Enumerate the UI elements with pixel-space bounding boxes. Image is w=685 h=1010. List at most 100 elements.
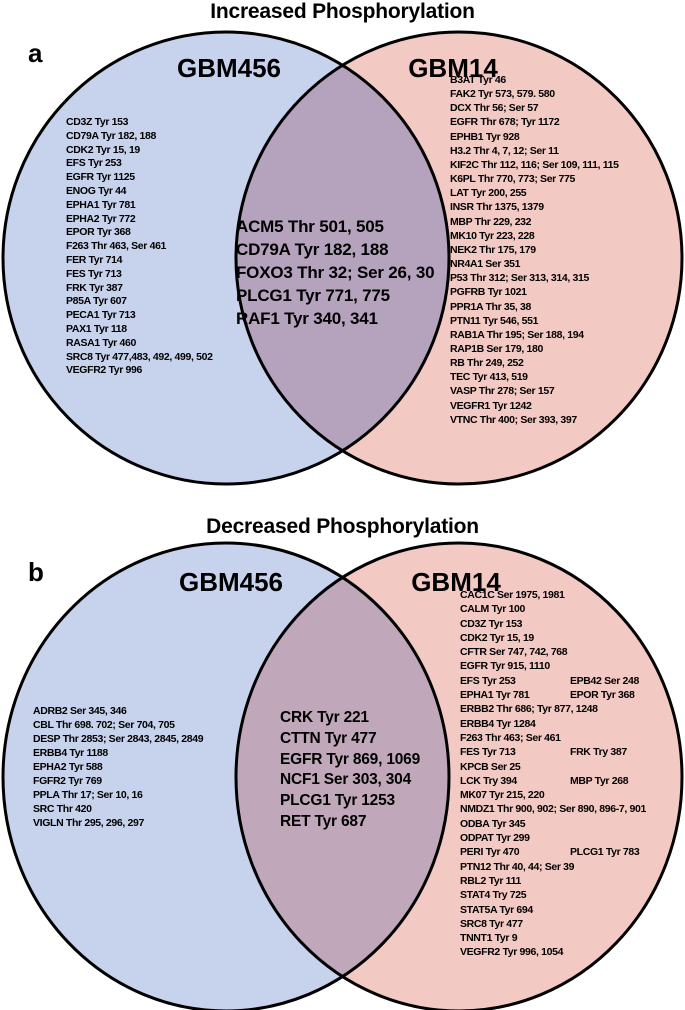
phosphosite-item: H3.2 Thr 4, 7, 12; Ser 11 bbox=[450, 144, 559, 157]
phosphosite-text: NMDZ1 Thr 900, 902; Ser 890, 896-7, 901 bbox=[460, 803, 646, 816]
phosphosite-text: ODPAT Tyr 299 bbox=[460, 832, 530, 845]
phosphosite-item: F263 Thr 463, Ser 461 bbox=[66, 240, 167, 253]
phosphosite-text: ERBB4 Tyr 1284 bbox=[460, 717, 536, 730]
phosphosite-item: CD79A Tyr 182, 188 bbox=[66, 129, 157, 142]
phosphosite-item: NCF1 Ser 303, 304 bbox=[280, 771, 412, 789]
phosphosite-text: SRC8 Tyr 477 bbox=[460, 917, 523, 930]
phosphosite-item: KIF2C Thr 112, 116; Ser 109, 111, 115 bbox=[450, 158, 619, 171]
panel-a-title: Increased Phosphorylation bbox=[210, 0, 475, 23]
phosphosite-text: MK07 Tyr 215, 220 bbox=[460, 789, 545, 802]
panel-a-increased: a Increased Phosphorylation GBM456 GBM14… bbox=[1, 0, 684, 486]
phosphosite-item: NMDZ1 Thr 900, 902; Ser 890, 896-7, 901 bbox=[460, 802, 646, 816]
panel-b-decreased: b Decreased Phosphorylation GBM456 GBM14… bbox=[0, 505, 685, 1010]
phosphosite-item: INSR Thr 1375, 1379 bbox=[450, 201, 544, 214]
phosphosite-item: ODPAT Tyr 299 bbox=[460, 831, 646, 845]
phosphosite-item: CTTN Tyr 477 bbox=[280, 729, 377, 747]
phosphosite-item: PTN12 Thr 40, 44; Ser 39 bbox=[460, 860, 646, 874]
phosphosite-item: B3AT Tyr 46 bbox=[450, 74, 506, 86]
phosphosite-item: EGFR Tyr 869, 1069 bbox=[280, 750, 420, 768]
phosphosite-item: PLCG1 Tyr 771, 775 bbox=[236, 286, 390, 305]
phosphosite-text: RBL2 Tyr 111 bbox=[460, 874, 521, 887]
phosphosite-text-col2: EPB42 Ser 248 bbox=[570, 674, 640, 687]
phosphosite-text: F263 Thr 463; Ser 461 bbox=[460, 731, 561, 744]
phosphosite-item: EFS Tyr 253 EPB42 Ser 248 bbox=[460, 674, 646, 688]
gbm456-only-list-b: ADRB2 Ser 345, 346 CBL Thr 698. 702; Ser … bbox=[33, 704, 204, 830]
phosphosite-item: PPR1A Thr 35, 38 bbox=[450, 300, 531, 313]
phosphosite-item: ACM5 Thr 501, 505 bbox=[236, 217, 384, 236]
gbm14-label-b: GBM14 bbox=[411, 567, 501, 597]
phosphosite-item: ENOG Tyr 44 bbox=[66, 184, 127, 197]
phosphosite-text-col2: FRK Try 387 bbox=[570, 746, 627, 759]
phosphosite-item: EPHA1 Tyr 781 bbox=[66, 198, 136, 211]
phosphosite-item: KPCB Ser 25 bbox=[460, 760, 646, 774]
phosphosite-item: P53 Thr 312; Ser 313, 314, 315 bbox=[450, 272, 589, 285]
gbm456-only-list-a: CD3Z Tyr 153 CD79A Tyr 182, 188 CDK2 Tyr 1… bbox=[66, 116, 213, 378]
phosphosite-item: F263 Thr 463; Ser 461 bbox=[460, 731, 646, 745]
phosphosite-item: MK07 Tyr 215, 220 bbox=[460, 788, 646, 802]
phosphosite-item: RAB1A Thr 195; Ser 188, 194 bbox=[450, 328, 584, 341]
gbm456-label-b: GBM456 bbox=[178, 567, 284, 597]
phosphosite-item: RBL2 Tyr 111 bbox=[460, 874, 646, 888]
phosphosite-item: EGFR Tyr 1125 bbox=[66, 171, 135, 184]
gbm14-only-list-a: B3AT Tyr 46 FAK2 Tyr 573, 579. 580 DCX Thr… bbox=[450, 73, 619, 427]
phosphosite-text: PTN12 Thr 40, 44; Ser 39 bbox=[460, 860, 575, 873]
phosphosite-item: PGFRB Tyr 1021 bbox=[450, 286, 527, 299]
overlap-list-a: ACM5 Thr 501, 505 CD79A Tyr 182, 188 FOXO3… bbox=[236, 215, 435, 330]
gbm456-label-a: GBM456 bbox=[176, 53, 282, 83]
phosphosite-text-col2: EPOR Tyr 368 bbox=[570, 689, 635, 702]
phosphosite-item: CD3Z Tyr 153 bbox=[460, 617, 646, 631]
phosphosite-item: RET Tyr 687 bbox=[280, 812, 367, 830]
phosphosite-text: CAC1C Ser 1975, 1981 bbox=[460, 589, 565, 601]
overlap-region-b bbox=[236, 577, 449, 977]
phosphosite-item: VASP Thr 278; Ser 157 bbox=[450, 385, 555, 398]
phosphosite-item: CBL Thr 698. 702; Ser 704, 705 bbox=[33, 719, 175, 731]
phosphosite-item: CDK2 Tyr 15, 19 bbox=[460, 631, 646, 645]
gbm456-circle-outline-b bbox=[1, 541, 451, 1010]
phosphosite-item: STAT5A Tyr 694 bbox=[460, 903, 646, 917]
phosphosite-item: EPOR Tyr 368 bbox=[66, 226, 131, 239]
phosphosite-item: CALM Tyr 100 bbox=[460, 602, 646, 616]
gbm14-circle-outline-a bbox=[234, 30, 684, 486]
phosphosite-item: FRK Tyr 387 bbox=[66, 281, 123, 294]
phosphosite-text: CFTR Ser 747, 742, 768 bbox=[460, 646, 568, 659]
gbm14-circle-outline-b bbox=[234, 541, 684, 1010]
phosphosite-item: EGFR Tyr 915, 1110 bbox=[460, 659, 646, 673]
phosphosite-item: FES Tyr 713 bbox=[66, 267, 122, 280]
gbm456-circle-outline-a bbox=[1, 30, 451, 486]
phosphosite-item: RAF1 Tyr 340, 341 bbox=[236, 309, 378, 328]
phosphosite-item: EGFR Thr 678; Tyr 1172 bbox=[450, 116, 560, 129]
phosphosite-text: FES Tyr 713 bbox=[460, 746, 516, 759]
phosphosite-item: CAC1C Ser 1975, 1981 bbox=[460, 588, 646, 602]
phosphosite-item: TEC Tyr 413, 519 bbox=[450, 371, 528, 384]
phosphosite-text: STAT4 Try 725 bbox=[460, 889, 527, 902]
phosphosite-item: FOXO3 Thr 32; Ser 26, 30 bbox=[236, 263, 435, 282]
phosphosite-item: DCX Thr 56; Ser 57 bbox=[450, 102, 539, 115]
phosphosite-item: SRC8 Tyr 477,483, 492, 499, 502 bbox=[66, 350, 213, 363]
phosphosite-item: RAP1B Ser 179, 180 bbox=[450, 342, 543, 355]
phosphosite-text: LCK Try 394 bbox=[460, 774, 517, 787]
phosphosite-item: MK10 Tyr 223, 228 bbox=[450, 229, 535, 242]
phosphosite-item: NR4A1 Ser 351 bbox=[450, 258, 521, 271]
phosphosite-item: DESP Thr 2853; Ser 2843, 2845, 2849 bbox=[33, 733, 204, 745]
phosphosite-text: STAT5A Tyr 694 bbox=[460, 903, 533, 916]
phosphosite-item: CRK Tyr 221 bbox=[280, 709, 369, 726]
phosphosite-item: FER Tyr 714 bbox=[66, 253, 123, 266]
phosphosite-item: K6PL Thr 770, 773; Ser 775 bbox=[450, 173, 575, 186]
gbm14-label-a: GBM14 bbox=[408, 53, 498, 83]
phosphosite-item: CD3Z Tyr 153 bbox=[66, 116, 129, 128]
phosphosite-item: ADRB2 Ser 345, 346 bbox=[33, 705, 127, 717]
phosphosite-item: VIGLN Thr 295, 296, 297 bbox=[33, 817, 145, 829]
phosphosite-text: EPHA1 Tyr 781 bbox=[460, 689, 530, 702]
phosphosite-item: VEGFR2 Tyr 996 bbox=[66, 364, 143, 377]
phosphosite-item: EPHA2 Tyr 772 bbox=[66, 212, 136, 225]
phosphosite-item: MBP Thr 229, 232 bbox=[450, 215, 532, 228]
phosphosite-item: PAX1 Tyr 118 bbox=[66, 322, 127, 335]
panel-a-label: a bbox=[28, 38, 43, 68]
phosphosite-text: ODBA Tyr 345 bbox=[460, 817, 526, 830]
phosphosite-text-col2: PLCG1 Tyr 783 bbox=[570, 846, 640, 859]
phosphosite-item: EPHA1 Tyr 781 EPOR Tyr 368 bbox=[460, 688, 646, 702]
phosphosite-item: EFS Tyr 253 bbox=[66, 157, 122, 170]
phosphosite-item: LAT Tyr 200, 255 bbox=[450, 187, 527, 200]
phosphosite-text: TNNT1 Tyr 9 bbox=[460, 932, 518, 945]
